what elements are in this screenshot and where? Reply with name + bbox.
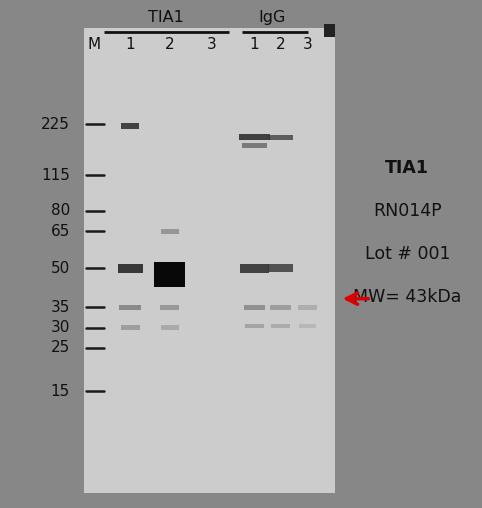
- Text: 25: 25: [51, 340, 70, 356]
- Text: 80: 80: [51, 203, 70, 218]
- Text: 1: 1: [250, 37, 259, 52]
- Bar: [268, 264, 293, 272]
- Bar: [161, 229, 179, 234]
- Bar: [120, 326, 140, 330]
- Text: 35: 35: [51, 300, 70, 315]
- Text: 15: 15: [51, 384, 70, 399]
- Text: 65: 65: [51, 224, 70, 239]
- Text: 1: 1: [125, 37, 135, 52]
- Bar: [121, 123, 139, 129]
- Bar: [119, 304, 141, 310]
- Text: MW= 43kDa: MW= 43kDa: [353, 288, 461, 306]
- Text: IgG: IgG: [259, 10, 286, 25]
- Bar: [118, 264, 143, 273]
- Bar: [160, 305, 179, 310]
- Bar: [324, 24, 335, 37]
- Bar: [154, 262, 185, 287]
- Text: 3: 3: [207, 37, 217, 52]
- Bar: [161, 326, 179, 330]
- Bar: [268, 135, 293, 140]
- Bar: [298, 305, 317, 310]
- Bar: [242, 143, 267, 147]
- Text: M: M: [87, 37, 101, 52]
- Text: 2: 2: [276, 37, 285, 52]
- Bar: [244, 305, 265, 310]
- Bar: [271, 324, 290, 329]
- Bar: [245, 324, 264, 329]
- Text: Lot # 001: Lot # 001: [364, 245, 450, 263]
- Bar: [240, 264, 269, 273]
- Text: 225: 225: [41, 117, 70, 132]
- Text: 50: 50: [51, 261, 70, 276]
- Bar: [84, 28, 335, 493]
- Text: RN014P: RN014P: [373, 202, 442, 220]
- Text: 115: 115: [41, 168, 70, 183]
- Text: TIA1: TIA1: [148, 10, 184, 25]
- Bar: [239, 134, 270, 140]
- Text: 2: 2: [165, 37, 174, 52]
- Text: TIA1: TIA1: [385, 158, 429, 177]
- Bar: [299, 324, 316, 328]
- Text: 30: 30: [51, 320, 70, 335]
- Text: 3: 3: [303, 37, 312, 52]
- Bar: [270, 305, 291, 310]
